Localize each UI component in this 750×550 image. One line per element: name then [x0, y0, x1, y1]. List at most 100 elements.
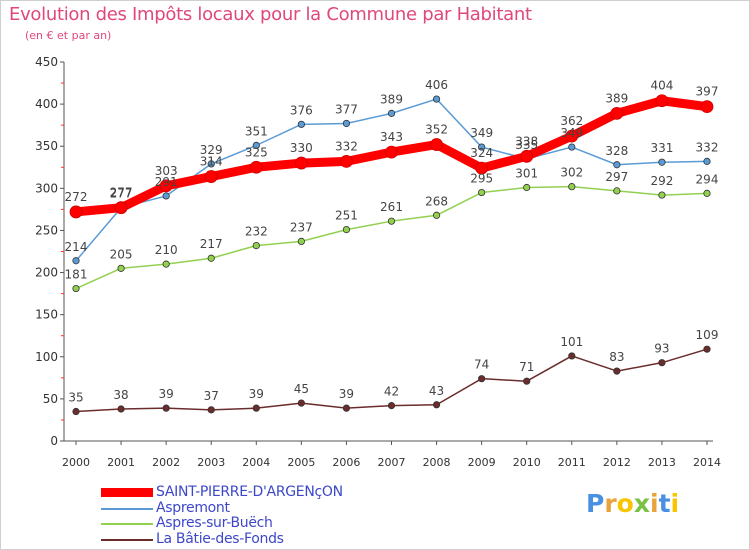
data-label: 349 — [560, 126, 583, 140]
data-label: 349 — [470, 126, 493, 140]
data-label: 302 — [560, 166, 583, 180]
data-label: 295 — [470, 172, 493, 186]
logo-letter: x — [633, 489, 650, 518]
data-point — [72, 257, 80, 265]
data-label: 397 — [696, 85, 719, 99]
data-label: 406 — [425, 78, 448, 92]
legend-label: La Bâtie-des-Fonds — [156, 530, 284, 547]
data-point — [387, 109, 396, 117]
data-label: 328 — [605, 144, 628, 158]
data-label: 338 — [515, 134, 538, 148]
logo-letter: i — [670, 489, 680, 518]
data-point — [117, 405, 125, 413]
data-label: 217 — [200, 237, 223, 251]
data-label: 45 — [294, 382, 309, 396]
data-point — [342, 226, 351, 234]
x-tick-label: 2004 — [242, 456, 270, 469]
data-label: 272 — [65, 190, 88, 204]
data-point — [69, 205, 83, 219]
data-point — [703, 157, 711, 165]
data-label: 205 — [110, 247, 133, 261]
data-label: 71 — [519, 360, 534, 374]
chart-subtitle: (en € et par an) — [25, 29, 112, 42]
y-tick-label: 100 — [35, 350, 58, 364]
data-label: 314 — [200, 155, 223, 169]
data-point — [565, 129, 579, 143]
data-point — [72, 407, 80, 416]
legend-label: Aspres-sur-Buëch — [156, 515, 273, 531]
data-point — [430, 138, 443, 151]
x-tick-label: 2007 — [378, 456, 406, 469]
legend-swatch — [101, 507, 153, 510]
data-label: 35 — [68, 391, 83, 405]
data-label: 343 — [380, 130, 403, 144]
logo-letter: i — [650, 489, 659, 518]
data-label: 404 — [650, 79, 673, 93]
x-tick-label: 2009 — [468, 456, 496, 469]
data-point — [568, 143, 576, 151]
data-point — [252, 141, 260, 149]
data-point — [523, 377, 531, 385]
data-label: 39 — [159, 387, 174, 401]
data-point — [204, 170, 218, 183]
data-label: 214 — [65, 240, 88, 254]
chart-title: Evolution des Impôts locaux pour la Comm… — [9, 4, 532, 25]
data-label: 43 — [429, 384, 444, 398]
legend-swatch — [101, 488, 153, 497]
y-tick-label: 150 — [35, 308, 58, 322]
y-tick-label: 450 — [35, 55, 58, 69]
data-point — [342, 404, 351, 412]
data-label: 301 — [515, 166, 538, 180]
data-point — [72, 284, 80, 293]
data-point — [658, 359, 666, 367]
logo-letter: t — [658, 489, 671, 518]
data-label: 332 — [335, 139, 358, 153]
data-label: 268 — [425, 194, 448, 208]
data-point — [340, 154, 353, 168]
data-label: 352 — [425, 123, 448, 137]
data-label: 232 — [245, 225, 268, 239]
data-point — [432, 401, 441, 409]
data-label: 181 — [65, 268, 88, 282]
data-label: 294 — [696, 172, 719, 186]
y-tick-label: 400 — [35, 97, 58, 111]
data-point — [703, 189, 711, 197]
data-label: 83 — [609, 350, 624, 364]
data-point — [475, 161, 489, 175]
data-point — [613, 187, 621, 195]
data-label: 331 — [650, 141, 673, 155]
data-point — [159, 179, 173, 193]
x-tick-label: 2003 — [197, 456, 225, 469]
x-tick-label: 2005 — [287, 456, 315, 469]
data-label: 251 — [335, 209, 358, 223]
data-point — [610, 106, 624, 120]
logo-letter: r — [604, 489, 617, 518]
data-label: 389 — [605, 91, 628, 105]
y-tick-label: 300 — [35, 181, 58, 195]
data-point — [703, 345, 711, 353]
data-label: 351 — [245, 124, 268, 138]
data-point — [297, 399, 305, 407]
data-point — [658, 191, 666, 199]
data-label: 277 — [110, 186, 133, 200]
data-point — [655, 94, 669, 108]
x-tick-label: 2000 — [62, 456, 90, 469]
data-label: 39 — [249, 387, 264, 401]
data-point — [162, 260, 170, 268]
data-point — [658, 158, 666, 166]
x-tick-label: 2006 — [332, 456, 360, 469]
legend-swatch — [101, 523, 153, 525]
x-tick-label: 2001 — [107, 456, 135, 469]
y-tick-label: 50 — [43, 392, 58, 406]
data-label: 38 — [113, 388, 128, 402]
data-label: 362 — [560, 114, 583, 128]
x-tick-label: 2014 — [693, 456, 721, 469]
x-tick-label: 2011 — [558, 456, 586, 469]
data-label: 389 — [380, 92, 403, 106]
data-point — [700, 100, 714, 114]
data-label: 74 — [474, 358, 489, 372]
x-tick-label: 2010 — [513, 456, 541, 469]
data-point — [249, 160, 263, 174]
data-point — [387, 402, 396, 410]
